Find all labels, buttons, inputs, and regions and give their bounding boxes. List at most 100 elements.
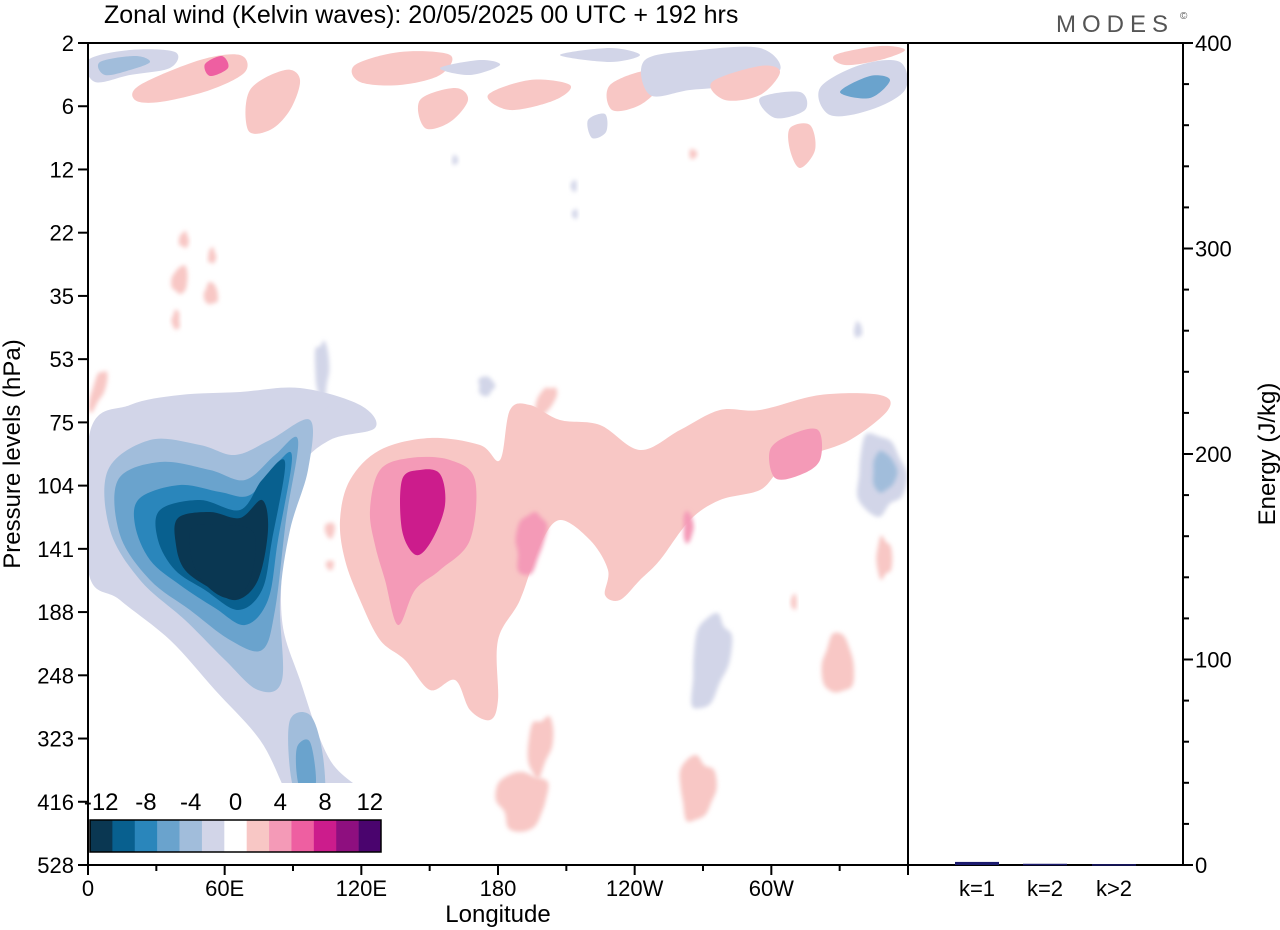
wind-contour-pos-23 [788, 123, 816, 168]
brand-text: MODES [1056, 11, 1174, 38]
wind-contour-pos-51 [821, 632, 855, 693]
colorbar-label-0: 0 [229, 789, 242, 816]
wind-contour-pos-31 [207, 247, 217, 264]
wind-contours [88, 45, 908, 863]
energy-category-k=2: k=2 [1027, 876, 1063, 901]
wind-contour-pos-16 [417, 88, 469, 130]
y-tick-label-75: 75 [50, 410, 74, 435]
y-tick-label-2: 2 [62, 31, 74, 56]
colorbar-swatch-10 [313, 820, 337, 852]
wind-contour-pos-56 [324, 522, 335, 539]
colorbar-swatch-5 [201, 820, 225, 852]
wind-contour-pos-47 [769, 428, 823, 480]
wind-contour-neg-39 [571, 208, 578, 220]
colorbar-outline [89, 819, 382, 853]
energy-axis-label: Energy (J/kg) [1254, 383, 1280, 526]
wind-contour-neg-41 [452, 154, 459, 166]
x-tick-label-120E: 120E [336, 876, 387, 901]
wind-contour-neg-27 [587, 113, 608, 139]
x-tick-label-60E: 60E [205, 876, 244, 901]
wind-contour-neg-52 [691, 612, 733, 709]
wind-contour-neg-25 [840, 75, 890, 99]
y-tick-label-248: 248 [37, 663, 74, 688]
wind-contour-pos-48 [876, 535, 893, 581]
y-tick-label-22: 22 [50, 221, 74, 246]
x-tick-label-0: 0 [82, 876, 94, 901]
y-tick-label-6: 6 [62, 94, 74, 119]
y-tick-label-323: 323 [37, 727, 74, 752]
wind-contour-neg-38 [570, 180, 577, 193]
colorbar-swatch-0 [90, 820, 113, 852]
wind-contour-pos-32 [171, 309, 180, 330]
colorbar-swatch-9 [291, 820, 315, 852]
colorbar-label-8: 8 [318, 789, 331, 816]
wind-contour-neg-6 [189, 524, 256, 598]
hovmoller-panel: 2 6 12 22 35 53 75 104 141 188 248 323 416 528 0 60E 12… [0, 31, 909, 928]
wind-contour-neg-50 [873, 450, 898, 493]
y-tick-label-141: 141 [37, 537, 74, 562]
wind-contour-pos-53 [495, 771, 549, 832]
y-axis-label: Pressure levels (hPa) [0, 339, 26, 568]
wind-contour-pos-46 [683, 510, 694, 544]
x-tick-label-60W: 60W [749, 876, 794, 901]
wind-contour-neg-15 [439, 59, 501, 76]
energy-frame [908, 42, 1184, 866]
wind-contour-pos-33 [88, 370, 108, 414]
brand-mark: © [1180, 11, 1188, 22]
energy-tick-label-0: 0 [1195, 853, 1207, 878]
colorbar-swatch-8 [269, 820, 292, 852]
energy-panel: 0 100 200 300 400 k=1 k=2 k>2 Energy (J/kg) [908, 31, 1280, 901]
wind-contour-pos-28 [178, 230, 189, 249]
energy-category-k=1: k=1 [959, 876, 995, 901]
colorbar-label-4: 4 [274, 789, 287, 816]
y-tick-label-53: 53 [50, 347, 74, 372]
energy-category-k>2: k>2 [1096, 876, 1132, 901]
energy-axis: 0 100 200 300 400 [1183, 31, 1232, 878]
y-tick-label-35: 35 [50, 284, 74, 309]
wind-contour-neg-22 [759, 91, 808, 119]
y-tick-label-528: 528 [37, 853, 74, 878]
colorbar-swatch-4 [179, 820, 203, 852]
energy-bar-k>2 [1092, 864, 1136, 866]
energy-tick-label-300: 300 [1195, 237, 1232, 262]
colorbar-swatches [89, 819, 382, 853]
colorbar-swatch-12 [358, 820, 382, 852]
wind-contour-neg-18 [560, 48, 640, 62]
y-tick-label-104: 104 [37, 474, 74, 499]
wind-contour-pos-12 [204, 55, 229, 77]
wind-contour-neg-20 [640, 46, 781, 97]
pressure-axis: 2 6 12 22 35 53 75 104 141 188 248 323 416 528 [37, 31, 88, 878]
wind-contour-pos-44 [400, 469, 446, 556]
energy-bar-k=1 [955, 861, 999, 865]
colorbar-label--12: -12 [84, 789, 119, 816]
colorbar-label-12: 12 [356, 789, 383, 816]
wind-contour-pos-40 [689, 148, 698, 160]
wind-contour-pos-30 [203, 281, 219, 305]
colorbar-swatch-11 [336, 820, 359, 852]
wind-contour-neg-34 [314, 340, 330, 404]
colorbar-labels: -12 -8 -4 0 4 8 12 [84, 789, 383, 816]
chart-title: Zonal wind (Kelvin waves): 20/05/2025 00… [104, 1, 738, 29]
energy-tick-label-100: 100 [1195, 648, 1232, 673]
wind-contour-pos-55 [679, 755, 717, 822]
wind-contour-pos-21 [710, 65, 780, 101]
wind-contour-pos-58 [790, 593, 797, 611]
wind-contour-pos-57 [325, 560, 335, 571]
wind-contour-pos-26 [833, 45, 905, 66]
energy-tick-label-400: 400 [1195, 31, 1232, 56]
colorbar-swatch-3 [157, 820, 180, 852]
longitude-axis: 0 60E 120E 180 120W 60W [82, 865, 909, 901]
wind-contour-pos-54 [527, 715, 554, 780]
y-tick-label-416: 416 [37, 790, 74, 815]
colorbar-swatch-2 [134, 820, 158, 852]
colorbar-label--8: -8 [135, 789, 156, 816]
wind-contour-neg-10 [97, 56, 151, 76]
energy-bar-k=2 [1023, 863, 1067, 866]
energy-categories: k=1 k=2 k>2 [959, 876, 1132, 901]
wind-contour-pos-17 [487, 79, 572, 111]
energy-tick-label-200: 200 [1195, 442, 1232, 467]
x-axis-label: Longitude [445, 901, 550, 928]
colorbar: -12 -8 -4 0 4 8 12 [84, 783, 384, 864]
y-tick-label-188: 188 [37, 600, 74, 625]
